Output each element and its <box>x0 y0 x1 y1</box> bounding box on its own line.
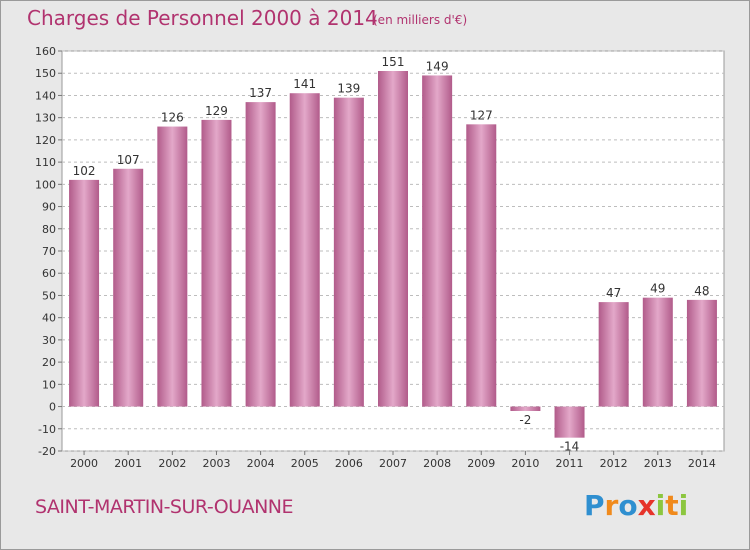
data-label-2007: 151 <box>382 55 405 69</box>
x-tick-label: 2013 <box>644 457 672 470</box>
bar-2006 <box>333 97 364 407</box>
bar-2002 <box>157 126 188 407</box>
data-label-2014: 48 <box>694 284 709 298</box>
data-labels: 102 107 126 129 137 141 139 151 149 127 -2 -14 47 49 4… <box>73 55 710 454</box>
chart-title: Charges de Personnel 2000 à 2014 <box>27 6 378 30</box>
x-tick-label: 2000 <box>70 457 98 470</box>
y-tick-label: 100 <box>35 178 56 191</box>
logo-letter: o <box>618 489 638 522</box>
y-tick-label: 40 <box>42 312 56 325</box>
data-label-2001: 107 <box>117 153 140 167</box>
x-tick-label: 2004 <box>247 457 275 470</box>
x-tick-label: 2014 <box>688 457 716 470</box>
data-label-2002: 126 <box>161 111 184 125</box>
data-label-2005: 141 <box>293 77 316 91</box>
logo-letter: r <box>604 489 619 522</box>
y-tick-label: 140 <box>35 89 56 102</box>
data-label-2010: -2 <box>519 413 531 427</box>
y-tick-label: 60 <box>42 267 56 280</box>
logo-letter: i <box>655 489 666 522</box>
y-tick-label: 20 <box>42 356 56 369</box>
y-tick-label: -10 <box>38 423 56 436</box>
y-tick-label: 160 <box>35 45 56 58</box>
bars <box>69 71 717 438</box>
y-tick-label: 80 <box>42 223 56 236</box>
bar-2012 <box>598 302 629 407</box>
data-label-2004: 137 <box>249 86 272 100</box>
x-tick-label: 2008 <box>423 457 451 470</box>
bar-2011 <box>554 406 585 438</box>
y-tick-label: 150 <box>35 67 56 80</box>
y-tick-label: 30 <box>42 334 56 347</box>
bar-2001 <box>113 168 144 407</box>
y-tick-label: 70 <box>42 245 56 258</box>
y-tick-label: 130 <box>35 112 56 125</box>
x-tick-label: 2002 <box>158 457 186 470</box>
logo-letter: t <box>665 489 679 522</box>
data-label-2003: 129 <box>205 104 228 118</box>
data-label-2013: 49 <box>650 282 665 296</box>
x-tick-label: 2005 <box>291 457 319 470</box>
bar-2008 <box>422 75 453 407</box>
bar-2014 <box>686 299 717 407</box>
bar-2013 <box>642 297 673 407</box>
x-tick-label: 2010 <box>511 457 539 470</box>
bar-2004 <box>245 102 276 407</box>
chart-subtitle: (en milliers d'€) <box>373 13 468 27</box>
x-tick-label: 2001 <box>114 457 142 470</box>
logo-letter: P <box>584 489 605 522</box>
bar-2000 <box>69 179 100 407</box>
data-label-2000: 102 <box>73 164 96 178</box>
x-tick-label: 2003 <box>202 457 230 470</box>
y-tick-label: 50 <box>42 289 56 302</box>
data-label-2012: 47 <box>606 286 621 300</box>
bar-2010 <box>510 406 541 411</box>
x-tick-label: 2009 <box>467 457 495 470</box>
x-tick-label: 2007 <box>379 457 407 470</box>
y-tick-label: 110 <box>35 156 56 169</box>
bar-2007 <box>378 71 408 407</box>
proxiti-logo[interactable]: Proxiti <box>584 489 688 522</box>
y-tick-label: 0 <box>49 401 56 414</box>
logo-letter: i <box>678 489 689 522</box>
x-tick-label: 2012 <box>600 457 628 470</box>
data-label-2009: 127 <box>470 108 493 122</box>
bar-2009 <box>466 124 497 407</box>
y-tick-label: 10 <box>42 378 56 391</box>
y-tick-label: -20 <box>38 445 56 458</box>
bar-2003 <box>201 119 232 407</box>
y-tick-label: 90 <box>42 201 56 214</box>
data-label-2011: -14 <box>560 440 580 454</box>
x-tick-label: 2006 <box>335 457 363 470</box>
y-tick-label: 120 <box>35 134 56 147</box>
y-axis-ticks: -20 -10 0 10 20 30 40 50 60 70 80 90 100 110 120 130 140… <box>35 45 62 458</box>
x-tick-label: 2011 <box>556 457 584 470</box>
data-label-2006: 139 <box>337 82 360 96</box>
x-axis-ticks: 2000 2001 2002 2003 2004 2005 2006 2007 2008 2009… <box>70 451 716 470</box>
bar-2005 <box>289 93 320 407</box>
commune-name: SAINT-MARTIN-SUR-OUANNE <box>35 496 294 518</box>
data-label-2008: 149 <box>426 59 449 73</box>
logo-letter: x <box>637 489 656 522</box>
